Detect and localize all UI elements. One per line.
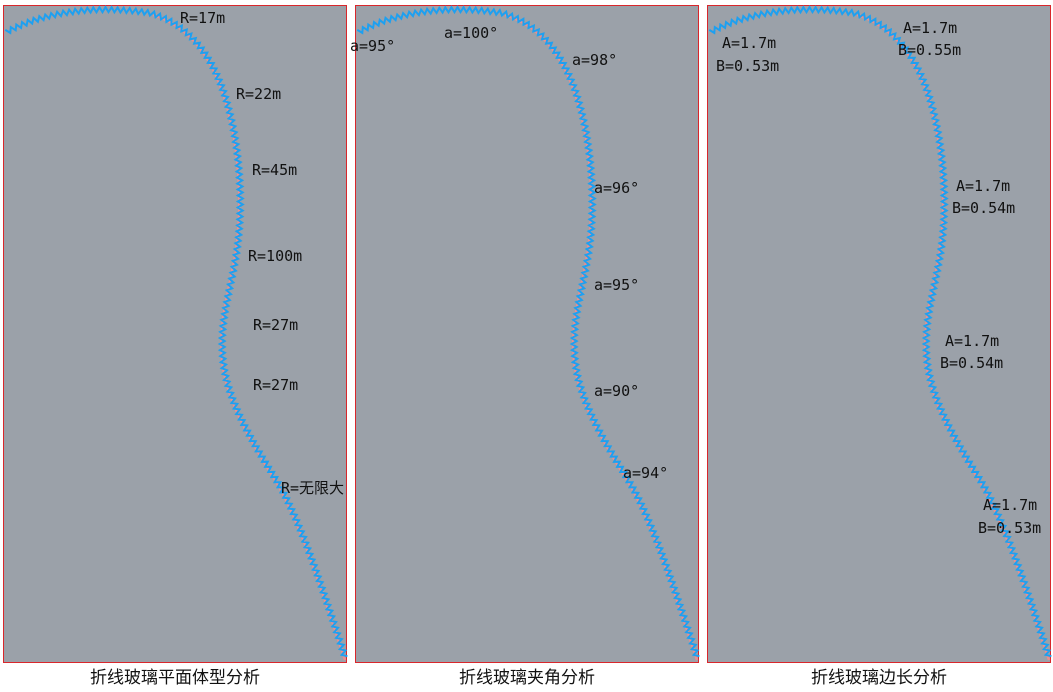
edge-label: A=1.7m [956, 177, 1010, 195]
radius-label: R=27m [253, 376, 298, 394]
panel-caption: 折线玻璃边长分析 [811, 668, 947, 688]
zigzag-glass-line [4, 5, 348, 658]
zigzag-glass-line [708, 5, 1052, 658]
panel-caption: 折线玻璃平面体型分析 [90, 668, 260, 688]
radius-label: R=17m [180, 9, 225, 27]
edge-label: A=1.7m [722, 34, 776, 52]
radius-label: R=100m [248, 247, 302, 265]
panel [3, 5, 347, 663]
curve [356, 5, 700, 661]
zigzag-glass-line [356, 5, 700, 658]
edge-label: B=0.53m [978, 519, 1041, 537]
radius-label: R=无限大 [281, 479, 344, 497]
angle-label: a=94° [623, 464, 668, 482]
panel [707, 5, 1051, 663]
curve [4, 5, 348, 661]
radius-label: R=45m [252, 161, 297, 179]
radius-label: R=27m [253, 316, 298, 334]
angle-label: a=95° [594, 276, 639, 294]
angle-label: a=96° [594, 179, 639, 197]
radius-label: R=22m [236, 85, 281, 103]
edge-label: B=0.54m [952, 199, 1015, 217]
panel [355, 5, 699, 663]
angle-label: a=95° [350, 37, 395, 55]
edge-label: A=1.7m [983, 496, 1037, 514]
edge-label: B=0.55m [898, 41, 961, 59]
angle-label: a=100° [444, 24, 498, 42]
angle-label: a=90° [594, 382, 639, 400]
edge-label: A=1.7m [903, 19, 957, 37]
panel-caption: 折线玻璃夹角分析 [459, 668, 595, 688]
edge-label: A=1.7m [945, 332, 999, 350]
angle-label: a=98° [572, 51, 617, 69]
edge-label: B=0.53m [716, 57, 779, 75]
edge-label: B=0.54m [940, 354, 1003, 372]
curve [708, 5, 1052, 661]
